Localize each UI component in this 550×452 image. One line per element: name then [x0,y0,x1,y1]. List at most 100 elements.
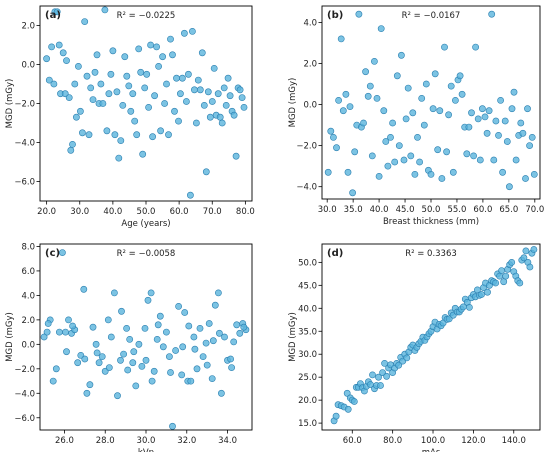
x-tick-label: 20.0 [37,207,56,217]
data-point [463,150,471,158]
x-tick-label: 80.0 [236,207,255,217]
data-point [375,373,382,381]
x-axis-label: kVp [138,448,154,452]
data-point [139,150,147,158]
data-point [333,144,340,152]
data-point [113,88,121,96]
data-point [368,152,376,160]
data-point [137,68,145,76]
data-point [133,131,141,139]
data-point [176,90,184,98]
data-point [147,289,155,297]
y-tick-label: −4.0 [14,389,35,399]
data-point [411,170,419,178]
data-point [130,348,138,356]
data-point [202,168,210,176]
y-tick-label: 0.0 [21,61,35,71]
data-point [97,80,105,88]
data-point [451,97,459,104]
x-tick-label: 65.0 [499,205,518,215]
data-point [465,303,473,311]
data-point [349,189,356,197]
data-point [329,133,337,141]
y-tick-label: −6.0 [14,178,35,188]
data-point [474,115,482,123]
points-group [330,246,538,425]
y-tick-label: 4.0 [21,291,35,301]
y-tick-label: 20.0 [298,396,317,406]
data-point [123,324,130,332]
data-point [127,107,135,115]
data-point [91,68,99,76]
data-point [196,324,204,332]
data-point [193,365,201,373]
data-point [436,107,444,115]
data-point [186,191,194,199]
data-point [167,369,174,376]
data-point [53,8,61,16]
x-tick-label: 35.0 [344,205,363,215]
x-tick-label: 140.0 [502,436,526,446]
data-point [520,254,528,262]
data-point [131,117,139,125]
y-tick-label: 25.0 [298,373,317,383]
data-point [83,72,91,80]
data-point [332,412,340,420]
data-point [149,133,156,141]
data-point [101,6,109,14]
data-point [83,389,91,397]
data-point [200,102,208,109]
data-point [517,119,525,127]
data-point [214,90,222,98]
data-point [495,131,502,139]
panel-label: (a) [45,10,61,21]
data-point [92,340,100,348]
data-point [490,156,498,164]
data-point [508,105,516,113]
data-point [188,27,196,35]
data-point [516,279,524,287]
data-point [505,183,513,191]
x-tick-label: 40.0 [103,207,122,217]
data-point [175,117,182,125]
data-point [335,97,342,104]
data-point [350,398,358,405]
data-point [181,309,189,316]
x-tick-label: 60.0 [343,436,362,446]
data-point [362,68,369,76]
chart-panel: 60.0 80.0 100.0 120.0 140.0 15.0 20.0 25.0 30.0 3… [288,243,541,452]
data-point [324,168,332,176]
data-point [218,119,226,127]
data-point [240,323,248,331]
data-point [351,148,359,156]
data-point [339,107,347,115]
data-point [109,47,117,55]
data-point [107,70,115,78]
data-point [221,333,228,341]
x-tick-label: 45.0 [396,205,415,215]
y-tick-label: 4.0 [303,18,317,28]
data-point [69,322,76,330]
data-point [199,353,207,360]
data-point [118,307,125,315]
points-group [324,10,538,197]
data-point [456,72,464,80]
data-point [155,63,162,70]
data-point [95,359,103,367]
data-point [414,133,421,141]
data-point [224,74,232,82]
data-point [182,98,190,105]
x-tick-label: 32.0 [177,436,196,446]
data-point [230,111,238,119]
data-point [202,339,210,347]
x-tick-label: 30.0 [70,207,89,217]
y-tick-label: −4.0 [14,139,35,149]
data-point [391,158,399,166]
y-tick-label: 30.0 [298,350,317,360]
data-point [49,377,57,385]
data-point [63,57,70,64]
y-tick-label: 50.0 [298,258,317,268]
data-point [86,381,94,389]
data-point [119,102,127,109]
data-point [154,321,162,329]
